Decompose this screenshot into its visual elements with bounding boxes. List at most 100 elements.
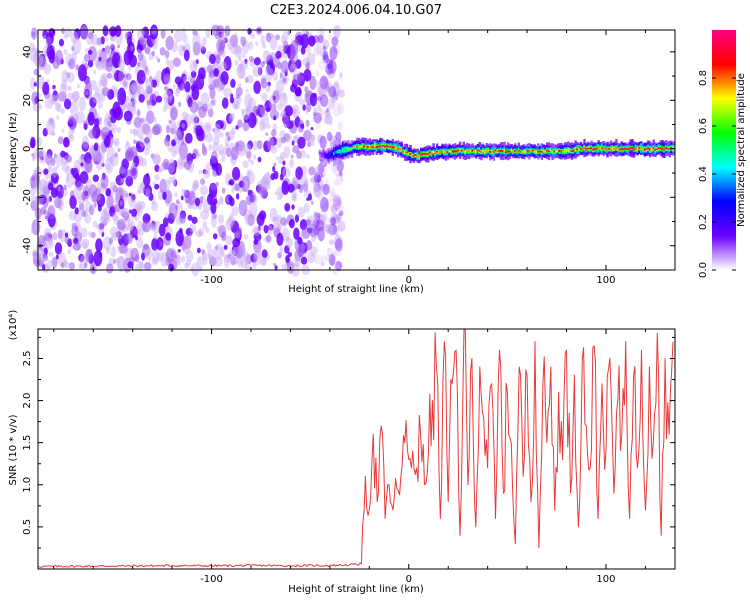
noise-blob xyxy=(145,110,155,124)
spectrogram-noise-layer xyxy=(28,23,346,277)
noise-blob xyxy=(31,27,38,40)
noise-blob xyxy=(105,246,110,255)
noise-blob xyxy=(110,246,117,258)
noise-blob xyxy=(292,73,301,86)
noise-blob xyxy=(315,80,321,86)
noise-blob xyxy=(292,196,296,201)
noise-blob xyxy=(285,254,290,264)
noise-blob xyxy=(145,188,151,198)
signal-cell xyxy=(356,145,359,148)
x-tick-label: -100 xyxy=(200,574,223,585)
noise-blob xyxy=(192,41,201,56)
noise-blob xyxy=(165,124,171,134)
noise-blob xyxy=(97,53,107,68)
noise-blob xyxy=(151,27,157,35)
noise-blob xyxy=(238,68,246,79)
noise-blob xyxy=(320,204,324,211)
noise-blob xyxy=(271,129,277,137)
noise-blob xyxy=(319,75,329,90)
noise-blob xyxy=(132,85,141,97)
noise-blob xyxy=(313,165,323,180)
noise-blob xyxy=(318,58,327,70)
noise-blob xyxy=(218,40,226,51)
signal-cell xyxy=(645,148,648,151)
signal-cell xyxy=(609,147,613,150)
noise-blob xyxy=(182,238,191,255)
noise-blob xyxy=(65,173,74,188)
noise-blob xyxy=(227,136,231,142)
noise-blob xyxy=(136,85,145,96)
noise-blob xyxy=(208,144,213,152)
noise-blob xyxy=(274,265,278,271)
snr-y-multiplier: (x10⁴) xyxy=(8,310,19,341)
noise-blob xyxy=(97,157,102,163)
colorbar-tick-label: 0.2 xyxy=(698,214,709,230)
noise-blob xyxy=(93,250,103,267)
noise-blob xyxy=(224,25,231,37)
noise-blob xyxy=(78,96,86,112)
noise-blob xyxy=(325,198,331,205)
noise-blob xyxy=(309,134,316,142)
noise-blob xyxy=(116,127,121,134)
noise-blob xyxy=(265,53,271,62)
signal-cell xyxy=(340,150,343,153)
signal-cell xyxy=(450,150,453,153)
noise-blob xyxy=(93,69,97,74)
noise-blob xyxy=(67,85,71,90)
signal-cell xyxy=(466,149,469,153)
noise-blob xyxy=(102,47,106,52)
noise-blob xyxy=(303,129,312,142)
noise-blob xyxy=(164,50,170,59)
signal-cell xyxy=(622,148,625,151)
noise-blob xyxy=(336,200,344,214)
signal-cell xyxy=(498,149,501,152)
noise-blob xyxy=(111,74,115,81)
noise-blob xyxy=(181,188,187,196)
noise-blob xyxy=(297,206,306,218)
noise-blob xyxy=(38,246,42,252)
noise-blob xyxy=(327,67,336,79)
noise-blob xyxy=(132,128,137,135)
noise-blob xyxy=(243,143,252,154)
noise-blob xyxy=(260,61,265,68)
noise-blob xyxy=(279,72,283,79)
noise-blob xyxy=(95,60,105,71)
signal-cell xyxy=(327,154,331,157)
noise-blob xyxy=(334,196,342,207)
signal-cell xyxy=(595,147,599,150)
noise-blob xyxy=(323,115,331,125)
noise-blob xyxy=(298,185,304,194)
signal-cell xyxy=(602,147,606,150)
noise-blob xyxy=(130,97,135,103)
noise-blob xyxy=(218,197,224,206)
noise-blob xyxy=(101,163,105,167)
noise-blob xyxy=(93,142,99,152)
noise-blob xyxy=(332,82,341,97)
noise-blob xyxy=(109,42,115,49)
signal-cell xyxy=(551,150,554,153)
noise-blob xyxy=(312,107,318,115)
noise-blob xyxy=(210,202,217,214)
signal-cell xyxy=(663,148,666,151)
noise-blob xyxy=(225,218,234,231)
signal-cell xyxy=(608,148,611,150)
noise-blob xyxy=(131,208,138,217)
noise-blob xyxy=(239,36,246,44)
noise-blob xyxy=(71,45,75,52)
noise-blob xyxy=(291,176,300,186)
noise-blob xyxy=(272,89,280,104)
noise-blob xyxy=(55,184,65,199)
noise-blob xyxy=(175,204,179,211)
noise-blob xyxy=(125,169,133,179)
noise-blob xyxy=(217,214,225,225)
noise-blob xyxy=(179,213,187,224)
signal-cell xyxy=(535,151,538,153)
signal-cell xyxy=(526,149,529,152)
noise-blob xyxy=(156,252,164,262)
noise-blob xyxy=(61,128,65,133)
spectrogram-y-axis-label: Frequency (Hz) xyxy=(8,112,19,188)
noise-blob xyxy=(185,227,193,237)
noise-blob xyxy=(159,178,167,194)
noise-blob xyxy=(225,235,233,246)
noise-blob xyxy=(308,35,316,47)
